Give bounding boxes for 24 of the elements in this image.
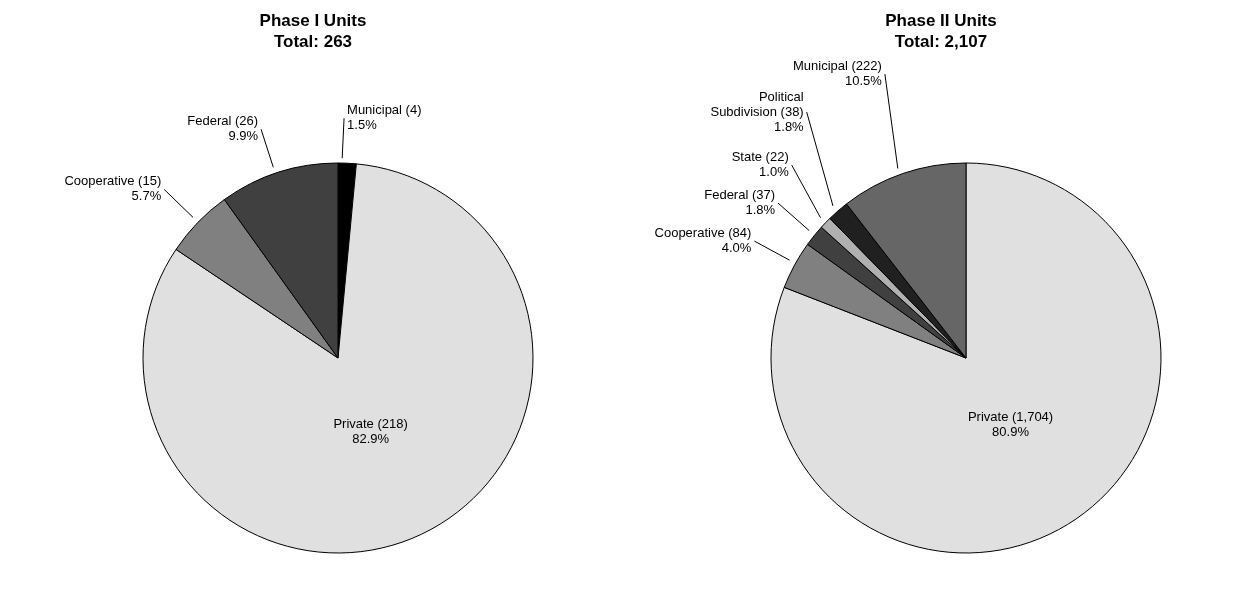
data-label: 9.9% [228,128,259,144]
data-label: 1.8% [774,118,805,134]
slice-label: Federal (26) [187,113,259,129]
data-label: 80.9% [992,424,1030,440]
slice-label: Private (1,704) [967,409,1054,425]
chart-subtitle: Total: 263 [272,31,354,52]
data-label: 5.7% [131,188,162,204]
data-label: 1.8% [745,202,776,218]
slice-label: Cooperative (15) [64,173,162,189]
data-label: 10.5% [845,73,883,89]
slice-label: Federal (37) [704,187,776,203]
slice-label: Municipal (222) [793,58,882,74]
slice-label: Political Subdivision (38) [710,88,804,119]
slice-label: Municipal (4) [347,102,422,118]
data-label: 1.0% [759,164,790,180]
data-label: 82.9% [352,431,390,447]
chart-subtitle: Total: 2,107 [893,31,989,52]
slice-label: State (22) [731,149,789,165]
data-label: 4.0% [721,240,752,256]
slice-label: Private (218) [333,416,408,432]
data-label: 1.5% [347,117,378,133]
chart-title: Phase II Units [884,10,998,31]
chart-title: Phase I Units [258,10,368,31]
slice-label: Cooperative (84) [654,225,752,241]
